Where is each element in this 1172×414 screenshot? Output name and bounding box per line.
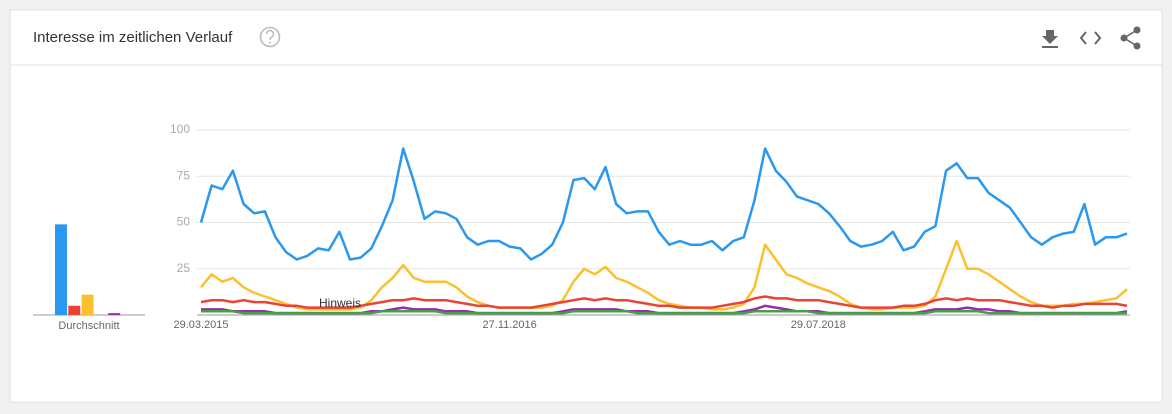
average-bar: [68, 305, 81, 315]
download-icon[interactable]: [1042, 30, 1058, 48]
card: [9, 9, 1163, 403]
annotation: Hinweis: [319, 296, 361, 310]
average-bar: [108, 313, 121, 315]
x-tick-label: 29.03.2015: [173, 319, 228, 331]
average-bar: [81, 294, 94, 315]
series-line: [201, 310, 1127, 315]
help-icon[interactable]: [259, 26, 281, 48]
series-line: [200, 239, 1128, 311]
x-tick-label: 27.11.2016: [483, 319, 537, 331]
x-tick-label: 29.07.2018: [791, 319, 846, 331]
y-tick-label: 50: [177, 215, 191, 229]
series-line: [199, 147, 1128, 261]
series-line: [200, 295, 1128, 309]
y-tick-label: 100: [170, 122, 190, 136]
y-tick-label: 75: [177, 168, 191, 182]
x-axis-label: Durchschnitt: [58, 320, 119, 332]
average-bar: [55, 224, 67, 315]
y-tick-label: 25: [177, 261, 191, 275]
share-icon[interactable]: [1120, 26, 1141, 50]
widget-title: Interesse im zeitlichen Verlauf: [33, 29, 233, 46]
embed-icon[interactable]: [1079, 31, 1102, 45]
